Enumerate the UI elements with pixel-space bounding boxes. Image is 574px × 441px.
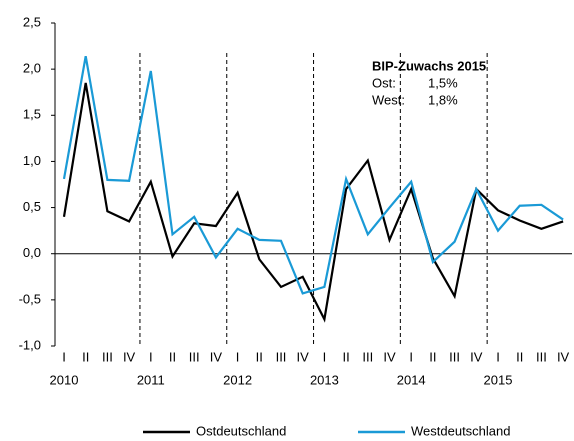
x-tick-label: III	[449, 349, 460, 364]
series-line	[62, 56, 564, 295]
year-label: 2010	[50, 372, 79, 387]
x-tick-label: III	[189, 349, 200, 364]
year-label: 2014	[397, 372, 426, 387]
x-tick-label: IV	[557, 349, 570, 364]
x-tick-label: II	[516, 349, 523, 364]
legend-label: Westdeutschland	[411, 423, 511, 438]
annotation-value: 1,8%	[428, 92, 458, 107]
legend-label: Ostdeutschland	[196, 423, 286, 438]
x-tick-label: I	[496, 349, 500, 364]
x-tick-label: IV	[297, 349, 310, 364]
x-tick-label: IV	[383, 349, 396, 364]
x-tick-label: IV	[123, 349, 136, 364]
x-tick-label: I	[236, 349, 240, 364]
x-tick-label: II	[342, 349, 349, 364]
x-tick-label: IV	[210, 349, 223, 364]
y-tick-label: 2,5	[23, 14, 41, 29]
year-label: 2012	[223, 372, 252, 387]
y-tick-label: 0,5	[23, 199, 41, 214]
x-tick-label: III	[536, 349, 547, 364]
x-tick-label: I	[323, 349, 327, 364]
y-tick-label: 0,0	[23, 245, 41, 260]
x-tick-label: II	[169, 349, 176, 364]
x-tick-label: II	[82, 349, 89, 364]
x-tick-label: II	[429, 349, 436, 364]
series-line	[62, 82, 564, 323]
x-tick-label: III	[362, 349, 373, 364]
x-tick-label: III	[276, 349, 287, 364]
y-tick-label: 1,0	[23, 153, 41, 168]
year-label: 2015	[484, 372, 513, 387]
year-label: 2013	[310, 372, 339, 387]
x-tick-label: I	[149, 349, 153, 364]
annotation-label: Ost:	[372, 75, 396, 90]
y-tick-label: 2,0	[23, 61, 41, 76]
x-tick-label: IV	[470, 349, 483, 364]
annotation-title: BIP-Zuwachs 2015	[372, 58, 486, 73]
annotation-value: 1,5%	[428, 75, 458, 90]
x-tick-label: III	[102, 349, 113, 364]
x-tick-label: II	[256, 349, 263, 364]
y-tick-label: 1,5	[23, 107, 41, 122]
annotation-label: West:	[372, 92, 405, 107]
year-label: 2011	[137, 372, 165, 387]
y-tick-label: -1,0	[19, 337, 41, 352]
x-tick-label: I	[409, 349, 413, 364]
x-tick-label: I	[62, 349, 66, 364]
y-tick-label: -0,5	[19, 291, 41, 306]
